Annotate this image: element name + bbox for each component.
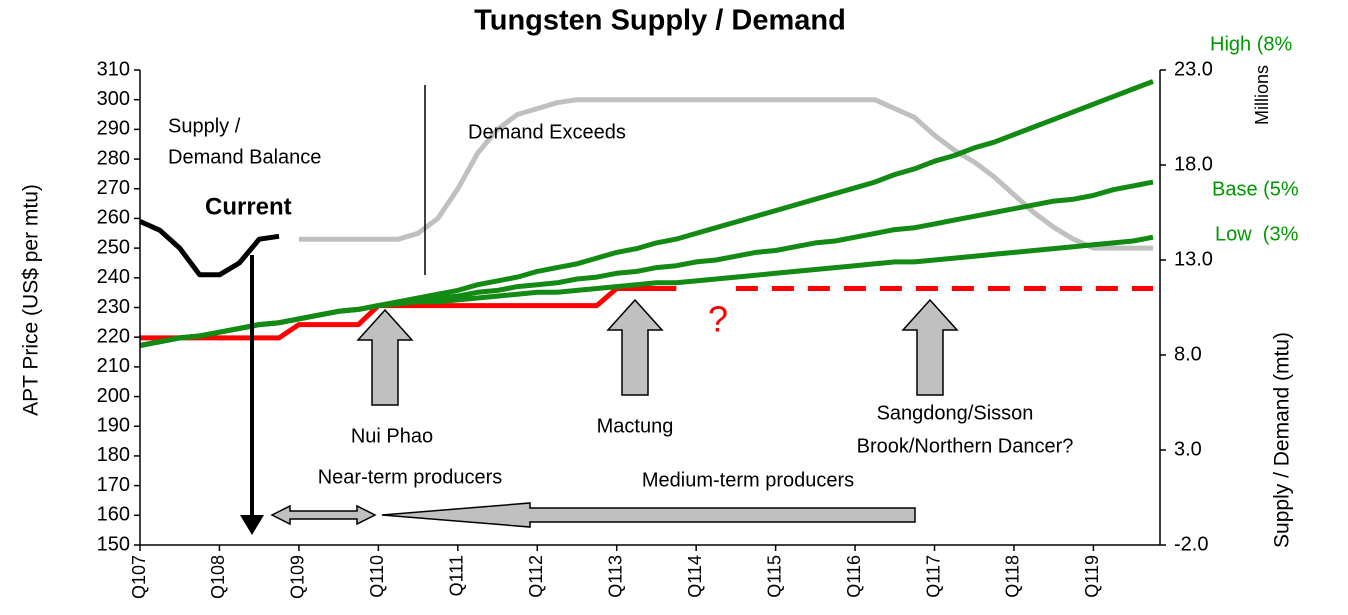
near-term-arrow [270, 504, 377, 526]
x-tick-label: Q117 [923, 555, 943, 598]
scenario-label: Base (5% [1212, 178, 1299, 200]
y-tick-label: 270 [97, 177, 130, 199]
annotation: ? [708, 299, 728, 340]
annotation: Brook/Northern Dancer? [857, 435, 1074, 457]
plot-area [138, 79, 1154, 348]
scenario-label: Low (3% [1215, 223, 1299, 245]
y-tick-label: 220 [97, 325, 130, 347]
y2-tick-label: 18.0 [1174, 153, 1213, 175]
annotation: Near-term producers [318, 466, 503, 488]
y-tick-label: 230 [97, 296, 130, 318]
y-tick-label: 240 [97, 266, 130, 288]
y-tick-label: 300 [97, 88, 130, 110]
annotation: Current [205, 193, 292, 220]
y2-unit: Millions [1252, 65, 1272, 125]
y-tick-label: 310 [97, 58, 130, 80]
x-tick-label: Q110 [367, 555, 387, 598]
y-axis-title: APT Price (US$ per mtu) [20, 184, 43, 416]
y-tick-label: 160 [97, 504, 130, 526]
y2-tick-label: 8.0 [1174, 343, 1202, 365]
y-tick-label: 260 [97, 207, 130, 229]
y2-tick-label: 23.0 [1174, 58, 1213, 80]
y2-axis-title: Supply / Demand (mtu) [1271, 332, 1294, 548]
series-line [139, 234, 1154, 348]
y2-tick-label: 13.0 [1174, 248, 1213, 270]
chart-title: Tungsten Supply / Demand [474, 5, 846, 37]
x-tick-label: Q113 [605, 555, 625, 598]
x-tick-label: Q107 [129, 555, 149, 599]
y-tick-label: 190 [97, 415, 130, 437]
annotation: Nui Phao [351, 425, 433, 447]
y-tick-label: 280 [97, 147, 130, 169]
x-tick-label: Q114 [685, 555, 705, 598]
x-tick-label: Q112 [526, 555, 546, 598]
current-arrow-head [240, 515, 264, 535]
y-tick-label: 150 [97, 533, 130, 555]
scenario-label: High (8% [1210, 33, 1292, 55]
x-tick-label: Q109 [288, 555, 308, 599]
annotation: Demand Balance [168, 146, 321, 168]
annotation: Demand Exceeds [468, 121, 626, 143]
y-tick-label: 210 [97, 355, 130, 377]
y-tick-label: 200 [97, 385, 130, 407]
x-tick-label: Q115 [764, 555, 784, 598]
annotation: Medium-term producers [642, 469, 854, 491]
series-line [140, 286, 677, 341]
y2-tick-label: -2.0 [1174, 533, 1208, 555]
y-tick-label: 180 [97, 444, 130, 466]
x-tick-label: Q116 [844, 555, 864, 598]
annotation: Supply / [168, 115, 241, 137]
y-tick-label: 290 [97, 118, 130, 140]
x-tick-label: Q118 [1003, 555, 1023, 598]
sangdong-arrow [901, 298, 959, 396]
y-tick-label: 250 [97, 236, 130, 258]
medium-term-arrow [381, 502, 916, 528]
y-tick-label: 170 [97, 474, 130, 496]
annotation: Mactung [597, 415, 674, 437]
series-line [138, 219, 280, 278]
y2-tick-label: 3.0 [1174, 438, 1202, 460]
nui-phao-arrow [356, 308, 414, 406]
annotation: Sangdong/Sisson [877, 402, 1034, 424]
x-tick-label: Q119 [1082, 555, 1102, 598]
series-line [298, 97, 1153, 251]
x-tick-label: Q108 [208, 555, 228, 599]
x-tick-label: Q111 [447, 555, 467, 596]
mactung-arrow [606, 298, 664, 396]
